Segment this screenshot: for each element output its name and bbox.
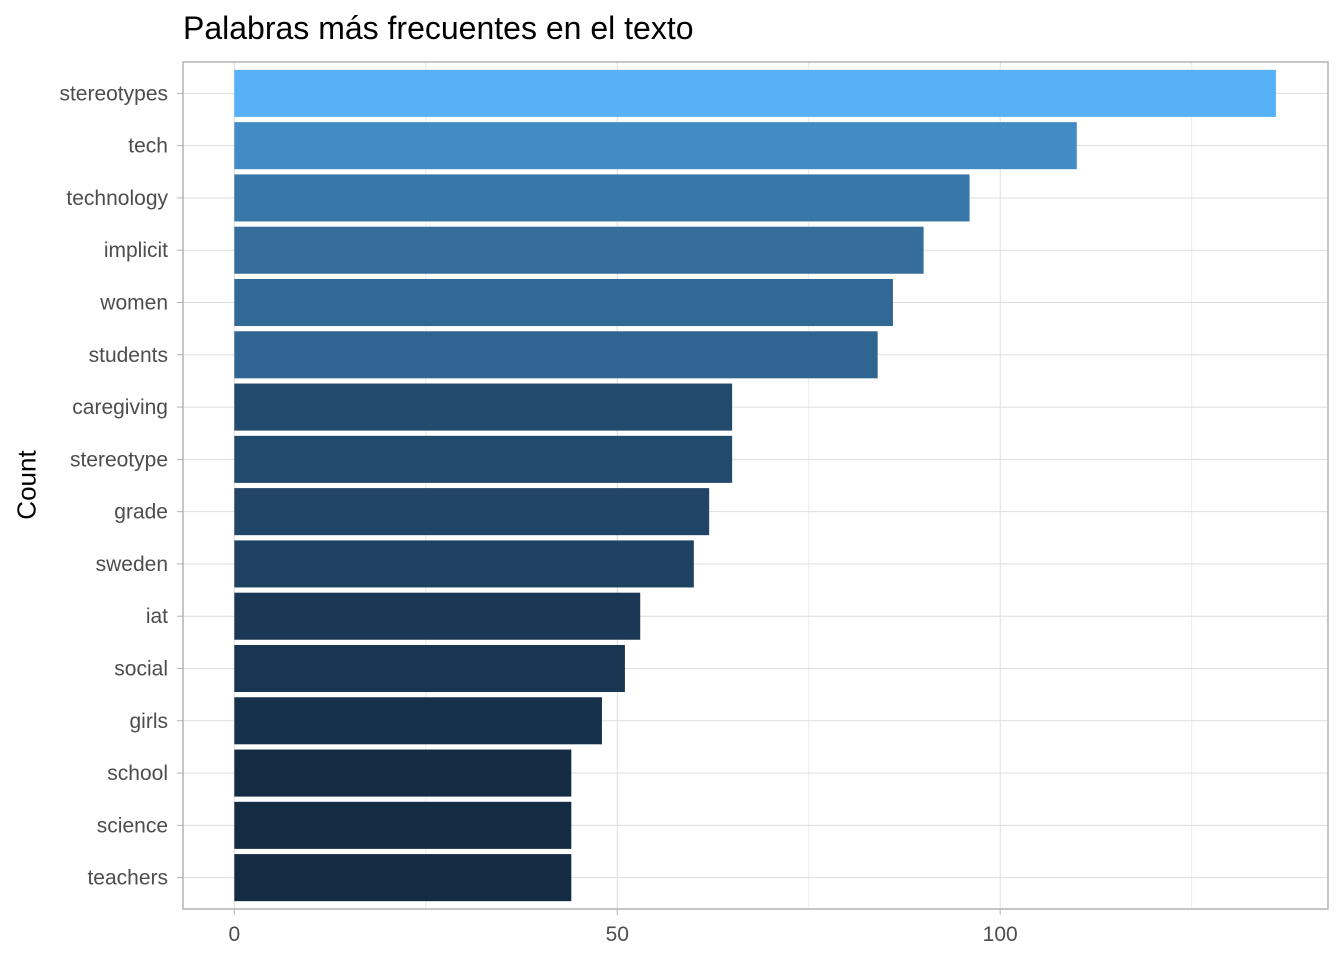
y-tick-label: teachers: [87, 867, 168, 890]
bar-caregiving: [234, 383, 733, 431]
y-tick-label: students: [89, 344, 168, 367]
x-tick-label: 100: [983, 923, 1018, 946]
y-tick-label: women: [99, 292, 168, 315]
bar-iat: [234, 592, 641, 640]
y-tick-label: girls: [129, 710, 168, 733]
y-tick-label: grade: [114, 501, 168, 524]
bar-implicit: [234, 226, 924, 274]
y-tick-label: school: [107, 762, 168, 785]
y-tick-label: caregiving: [72, 396, 168, 419]
bar-women: [234, 278, 893, 327]
chart-title: Palabras más frecuentes en el texto: [183, 10, 694, 46]
x-tick-label: 50: [606, 923, 629, 946]
y-tick-label: science: [97, 814, 168, 837]
y-tick-label: stereotype: [70, 448, 168, 471]
y-tick-label: iat: [146, 605, 168, 628]
bar-technology: [234, 174, 970, 222]
panel-border: [182, 61, 1329, 910]
bar-school: [234, 749, 572, 797]
bar-science: [234, 801, 572, 849]
bar-tech: [234, 122, 1077, 170]
x-tick-label: 0: [228, 923, 240, 946]
y-tick-label: sweden: [96, 553, 168, 576]
bar-students: [234, 331, 878, 379]
bar-stereotypes: [234, 69, 1276, 117]
bar-social: [234, 644, 625, 693]
y-tick-label: implicit: [104, 239, 168, 262]
y-tick-label: stereotypes: [59, 82, 168, 105]
y-tick-label: tech: [128, 135, 168, 158]
bar-grade: [234, 488, 710, 536]
y-tick-label: technology: [66, 187, 168, 210]
bar-teachers: [234, 854, 572, 902]
y-tick-label: social: [114, 657, 168, 680]
bar-sweden: [234, 540, 694, 588]
bar-girls: [234, 697, 602, 745]
bar-stereotype: [234, 435, 733, 483]
